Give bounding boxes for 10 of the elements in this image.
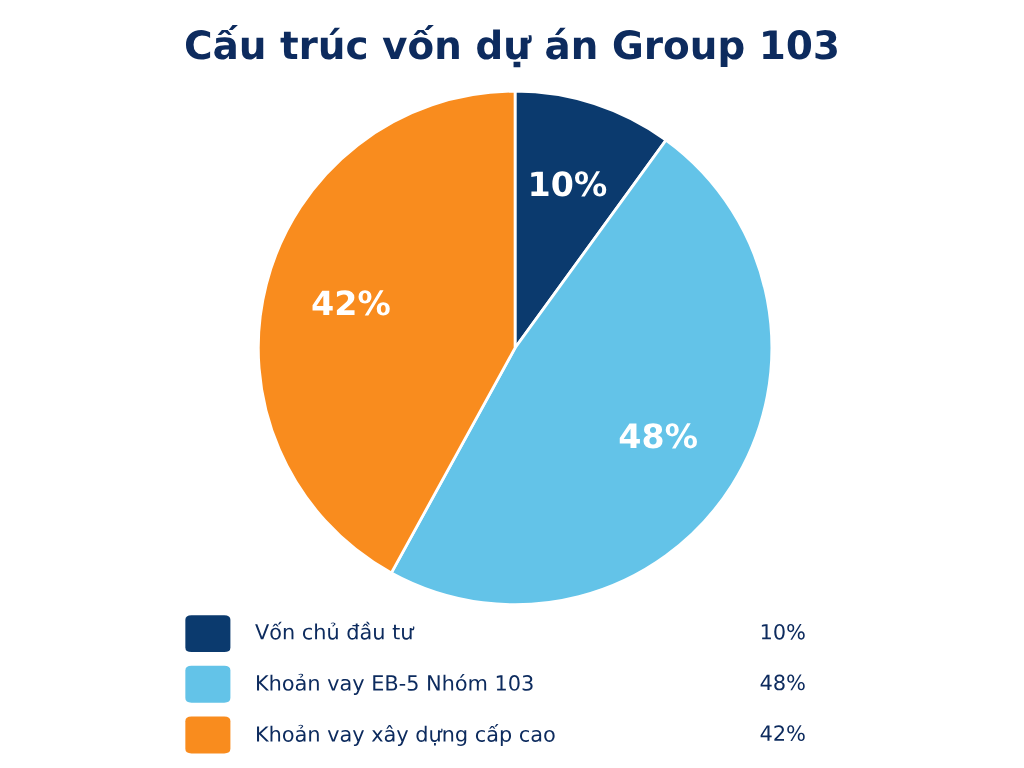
legend-label: Khoản vay EB-5 Nhóm 103 [257, 673, 533, 695]
data-label: 42% [312, 290, 390, 316]
chart-title: Cấu trúc vốn dự án Group 103 [185, 24, 837, 68]
text: 48% [760, 674, 805, 691]
data-label: 10% [531, 171, 607, 197]
legend-label: Khoản vay xây dựng cấp cao [257, 724, 555, 746]
legend-label: Vốn chủ đầu tư [255, 621, 415, 640]
data-label: 48% [619, 423, 697, 449]
text: 42% [760, 725, 805, 742]
text: 10% [761, 623, 805, 640]
